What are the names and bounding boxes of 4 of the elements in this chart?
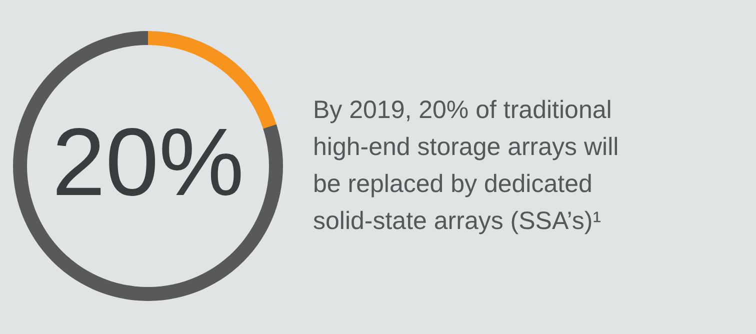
text: By 2019, 20% of traditional high-end storage arrays will be replaced by dedicated solid-state arrays (SSA’s)¹ <box>313 96 619 235</box>
donut-slice <box>13 31 283 301</box>
donut-slice <box>148 31 276 129</box>
data-label: 20% <box>52 109 244 216</box>
